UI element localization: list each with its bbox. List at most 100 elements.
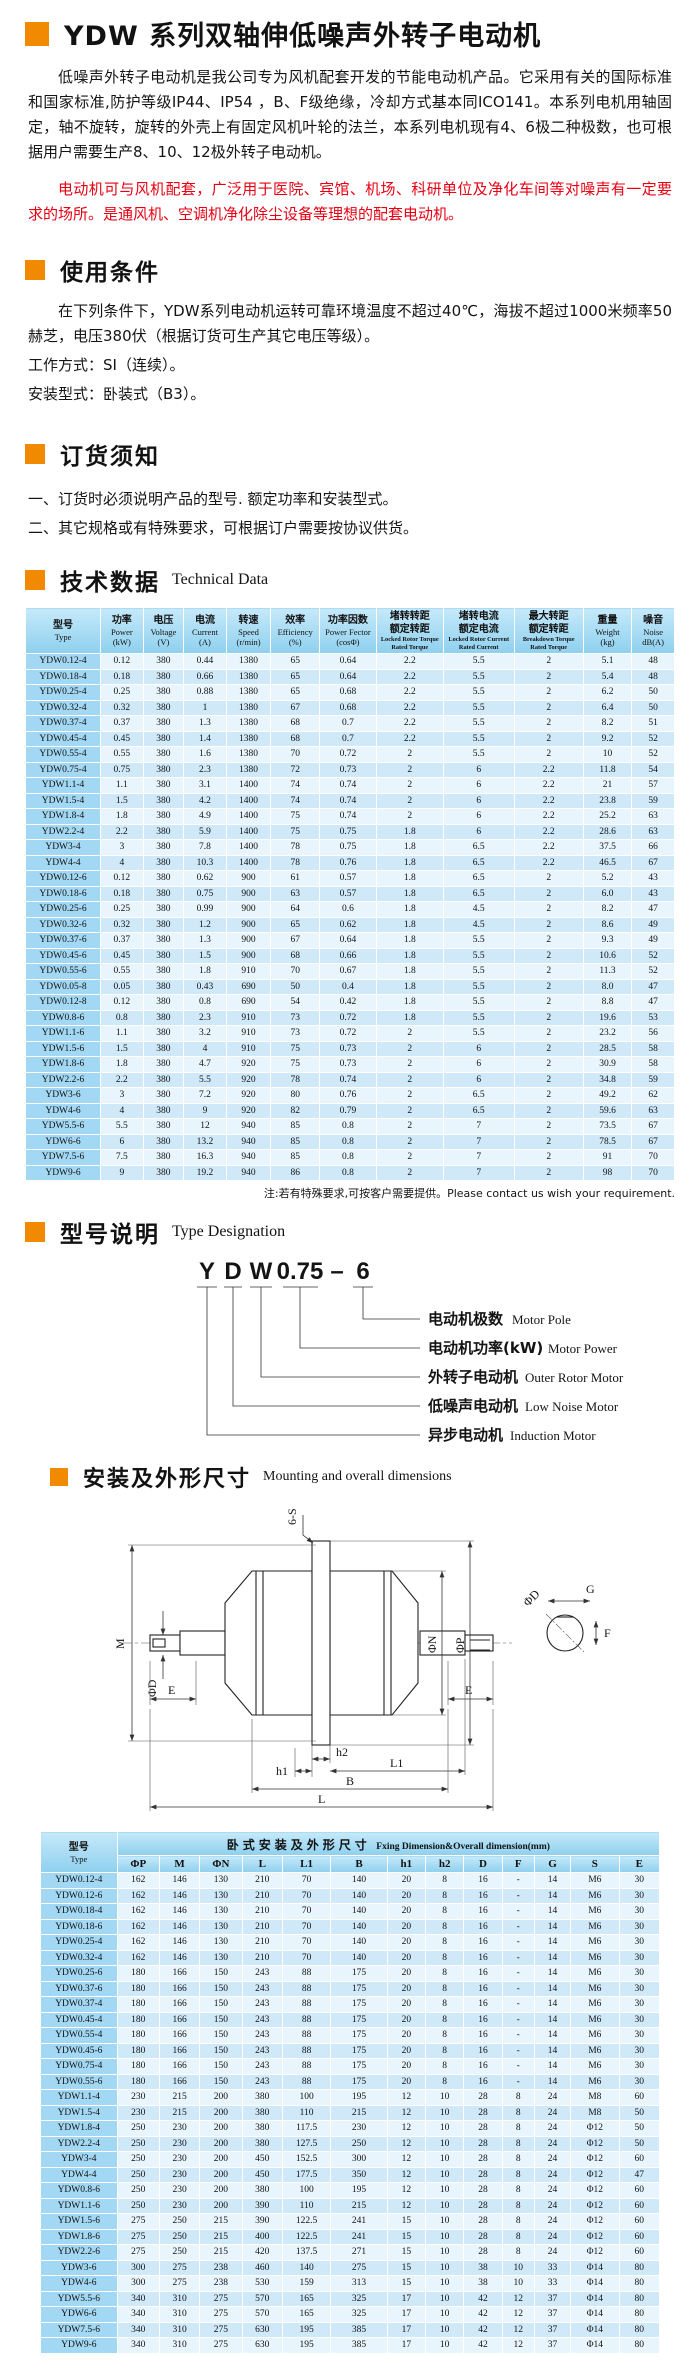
column-header-line: Rated Torque <box>391 643 429 651</box>
value-cell: 5.5 <box>183 1071 227 1088</box>
value-cell: 7 <box>442 1133 515 1150</box>
dimension-column-header: B <box>330 1855 388 1873</box>
value-cell: 210 <box>241 1918 283 1935</box>
table-row: YDW1.1-4 1.1 380 3.1 1400 74 0.74 2 6 2.2 21 57 <box>24 777 675 794</box>
value-cell: 1.8 <box>375 1009 444 1026</box>
value-cell: 0.25 <box>100 684 144 701</box>
designation-label-en: Low Noise Motor <box>525 1399 619 1414</box>
value-cell: 0.75 <box>100 761 144 778</box>
value-cell: 50 <box>618 2120 660 2137</box>
value-cell: 47 <box>631 978 675 995</box>
value-cell: 900 <box>225 932 272 949</box>
value-cell: 2 <box>513 1133 584 1150</box>
value-cell: 2 <box>513 963 584 980</box>
value-cell: 20 <box>386 2073 427 2090</box>
column-header-line: Voltage <box>150 627 177 637</box>
type-cell: YDW4-4 <box>40 2166 118 2183</box>
table-row: YDW1.5-6 1.5 380 4 910 75 0.73 2 6 2 28.5 58 <box>24 1040 675 1057</box>
value-cell: 30 <box>618 1934 660 1951</box>
type-cell: YDW2.2-6 <box>24 1071 102 1088</box>
value-cell: 210 <box>241 1934 283 1951</box>
type-cell: YDW2.2-4 <box>40 2135 118 2152</box>
value-cell: 150 <box>199 1965 243 1982</box>
value-cell: 2 <box>513 1056 584 1073</box>
value-cell: 162 <box>116 1949 160 1966</box>
value-cell: 64 <box>270 901 321 918</box>
value-cell: 0.12 <box>100 653 144 670</box>
value-cell: 52 <box>631 746 675 763</box>
table-row: YDW2.2-4 2.2 380 5.9 1400 75 0.75 1.8 6 2.2 28.6 63 <box>24 823 675 840</box>
value-cell: 14 <box>533 2073 572 2090</box>
value-cell: 16.3 <box>183 1149 227 1166</box>
value-cell: 6 <box>442 1040 515 1057</box>
type-cell: YDW3-6 <box>40 2259 118 2276</box>
column-header-line: 电流 <box>194 615 215 626</box>
value-cell: 165 <box>281 2306 332 2323</box>
dimension-column-header: F <box>501 1855 535 1873</box>
value-cell: 0.05 <box>100 978 144 995</box>
value-cell: 70 <box>281 1934 332 1951</box>
dimension-column-header: ΦP <box>116 1855 160 1873</box>
value-cell: 130 <box>199 1918 243 1935</box>
value-cell: 30 <box>618 1965 660 1982</box>
value-cell: 630 <box>241 2321 283 2338</box>
value-cell: 630 <box>241 2337 283 2354</box>
column-header: 电压 Voltage (V) <box>142 607 185 654</box>
value-cell: 60 <box>618 2151 660 2168</box>
value-cell: 91 <box>582 1149 633 1166</box>
value-cell: 28 <box>463 2182 503 2199</box>
value-cell: 8 <box>424 1903 465 1920</box>
value-cell: 2.2 <box>375 668 444 685</box>
value-cell: 70 <box>281 1903 332 1920</box>
value-cell: 73 <box>270 1025 321 1042</box>
value-cell: 14 <box>533 1934 572 1951</box>
value-cell: 460 <box>241 2259 283 2276</box>
value-cell: 28 <box>463 2151 503 2168</box>
value-cell: 12 <box>501 2337 535 2354</box>
value-cell: 0.7 <box>319 715 377 732</box>
value-cell: 47 <box>631 901 675 918</box>
value-cell: 10 <box>424 2151 465 2168</box>
value-cell: 380 <box>142 963 185 980</box>
value-cell: M6 <box>570 1918 620 1935</box>
value-cell: 30 <box>618 2027 660 2044</box>
value-cell: 2.3 <box>183 1009 227 1026</box>
value-cell: 8 <box>424 1965 465 1982</box>
dim-e-left-label: E <box>168 1683 175 1697</box>
type-cell: YDW0.55-6 <box>40 2073 118 2090</box>
value-cell: 12 <box>386 2104 427 2121</box>
value-cell: 4 <box>100 854 144 871</box>
value-cell: 275 <box>158 2259 201 2276</box>
table-row: YDW0.12-8 0.12 380 0.8 690 54 0.42 1.8 5.5 2 8.8 47 <box>24 994 675 1011</box>
designation-label-en: Motor Pole <box>512 1312 571 1327</box>
value-cell: 900 <box>225 885 272 902</box>
value-cell: 6 <box>442 792 515 809</box>
value-cell: 380 <box>142 699 185 716</box>
value-cell: 30 <box>618 1872 660 1889</box>
value-cell: 80 <box>270 1087 321 1104</box>
value-cell: 200 <box>199 2120 243 2137</box>
value-cell: 920 <box>225 1102 272 1119</box>
value-cell: 0.76 <box>319 1087 377 1104</box>
value-cell: 59 <box>631 1071 675 1088</box>
value-cell: 122.5 <box>281 2228 332 2245</box>
type-cell: YDW1.5-4 <box>40 2104 118 2121</box>
value-cell: 380 <box>142 1102 185 1119</box>
type-cell: YDW7.5-6 <box>40 2321 118 2338</box>
value-cell: 250 <box>116 2166 160 2183</box>
designation-label-cn: 电动机极数 <box>428 1310 504 1328</box>
value-cell: 380 <box>241 2135 283 2152</box>
value-cell: 37 <box>533 2337 572 2354</box>
value-cell: 1.3 <box>183 932 227 949</box>
value-cell: 166 <box>158 1965 201 1982</box>
value-cell: 30 <box>618 1903 660 1920</box>
value-cell: 50 <box>270 978 321 995</box>
value-cell: 200 <box>199 2197 243 2214</box>
value-cell: 127.5 <box>281 2135 332 2152</box>
value-cell: 85 <box>270 1149 321 1166</box>
dim-f-label: F <box>604 1626 611 1640</box>
value-cell: 690 <box>225 978 272 995</box>
value-cell: 910 <box>225 1025 272 1042</box>
value-cell: 42 <box>463 2306 503 2323</box>
value-cell: Φ12 <box>570 2182 620 2199</box>
